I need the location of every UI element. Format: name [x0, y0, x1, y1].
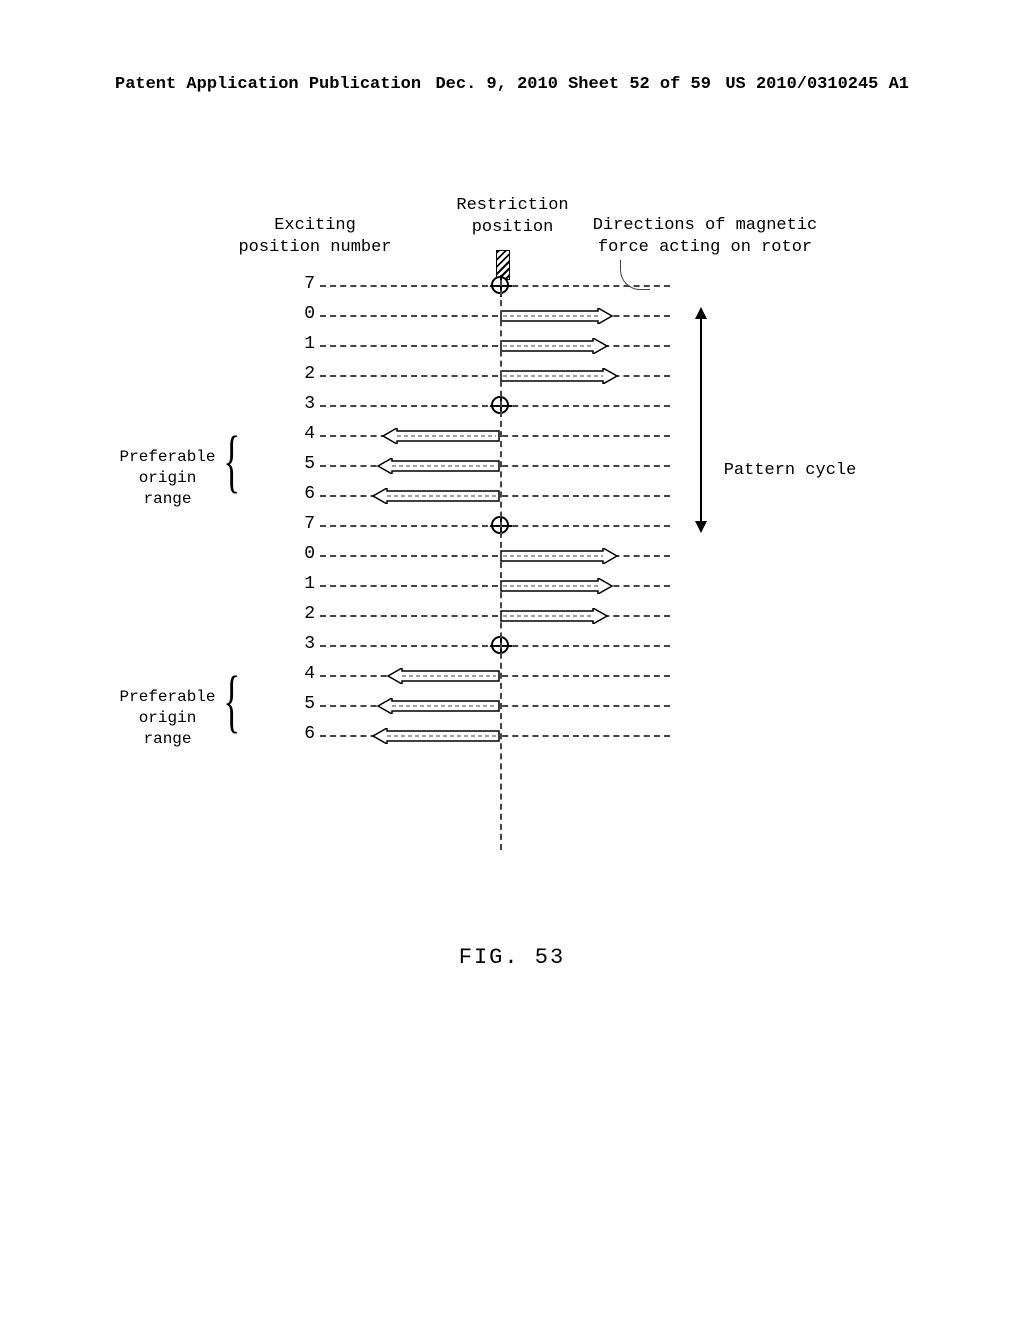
- pattern-cycle-down-arrow-icon: [695, 521, 707, 533]
- row-guideline: [320, 315, 670, 317]
- exciting-position-number: 3: [295, 634, 315, 654]
- force-arrow-right-icon: [500, 368, 619, 384]
- exciting-position-number: 1: [295, 334, 315, 354]
- pattern-cycle-up-arrow-icon: [695, 307, 707, 319]
- preferable-origin-label: Preferable origin range: [110, 447, 225, 509]
- header-left: Patent Application Publication: [115, 75, 421, 94]
- exciting-position-number: 6: [295, 484, 315, 504]
- force-arrow-right-icon: [500, 578, 614, 594]
- preferable-origin-label: Preferable origin range: [110, 687, 225, 749]
- exciting-position-number: 2: [295, 604, 315, 624]
- exciting-position-number: 1: [295, 574, 315, 594]
- figure-diagram: Exciting position number Restriction pos…: [100, 210, 924, 910]
- row-guideline: [320, 615, 670, 617]
- pattern-cycle-label: Pattern cycle: [720, 460, 860, 482]
- restriction-position-label: Restriction position: [440, 195, 585, 239]
- exciting-position-number: 7: [295, 274, 315, 294]
- directions-label: Directions of magnetic force acting on r…: [590, 215, 820, 259]
- figure-caption: FIG. 53: [0, 945, 1024, 970]
- row-guideline: [320, 345, 670, 347]
- exciting-position-number: 3: [295, 394, 315, 414]
- header-right: US 2010/0310245 A1: [725, 75, 909, 94]
- exciting-position-label: Exciting position number: [230, 215, 400, 259]
- force-arrow-left-icon: [376, 458, 500, 474]
- origin-brace-icon: {: [223, 662, 240, 742]
- force-arrow-right-icon: [500, 338, 609, 354]
- force-arrow-left-icon: [386, 668, 500, 684]
- exciting-position-number: 5: [295, 694, 315, 714]
- force-arrow-left-icon: [371, 488, 500, 504]
- force-arrow-right-icon: [500, 308, 614, 324]
- force-arrow-right-icon: [500, 548, 619, 564]
- center-axis-line: [500, 280, 502, 850]
- exciting-position-number: 4: [295, 664, 315, 684]
- exciting-position-number: 4: [295, 424, 315, 444]
- exciting-position-number: 7: [295, 514, 315, 534]
- exciting-position-number: 5: [295, 454, 315, 474]
- force-arrow-left-icon: [371, 728, 500, 744]
- row-guideline: [320, 585, 670, 587]
- exciting-position-number: 2: [295, 364, 315, 384]
- exciting-position-number: 0: [295, 544, 315, 564]
- header-middle: Dec. 9, 2010 Sheet 52 of 59: [435, 75, 710, 94]
- pattern-cycle-line: [700, 315, 702, 525]
- force-arrow-left-icon: [376, 698, 500, 714]
- exciting-position-number: 0: [295, 304, 315, 324]
- exciting-position-number: 6: [295, 724, 315, 744]
- force-arrow-left-icon: [381, 428, 500, 444]
- force-arrow-right-icon: [500, 608, 609, 624]
- origin-brace-icon: {: [223, 422, 240, 502]
